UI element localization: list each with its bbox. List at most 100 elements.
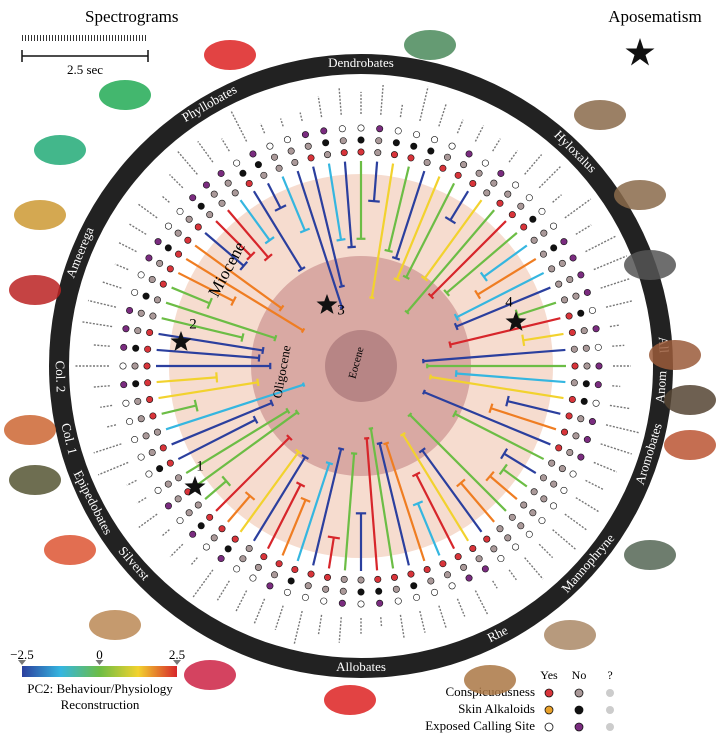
spectrogram-trace [585, 235, 617, 253]
trait-dot [410, 582, 418, 590]
trait-dot [159, 444, 167, 452]
trait-dot [202, 543, 210, 551]
branch [295, 448, 303, 455]
branch [372, 161, 379, 202]
spectrogram-trace [177, 151, 198, 175]
branch [393, 277, 401, 282]
spectrogram-trace [317, 95, 323, 118]
trait-dot [307, 570, 315, 578]
branch [445, 232, 518, 294]
trait-dot [394, 127, 402, 135]
trait-dot [465, 150, 473, 158]
trait-dot [529, 509, 537, 517]
trait-dot [568, 395, 576, 403]
trait-dot [260, 553, 268, 561]
trait-dot [454, 553, 462, 561]
branch [300, 327, 306, 334]
branch [261, 346, 265, 355]
scale-label: 2.5 sec [67, 62, 103, 77]
spectrogram-trace [97, 461, 129, 476]
trait-dot [496, 199, 504, 207]
trait-dot [375, 137, 383, 145]
branch [517, 301, 557, 317]
branch [507, 400, 561, 415]
trait-dot [565, 312, 573, 320]
branch [239, 451, 300, 533]
trait-dot [126, 306, 134, 314]
legend-column: No [572, 668, 587, 682]
branch [338, 284, 345, 289]
trait-dot [254, 161, 262, 169]
trait-dot [197, 202, 205, 210]
legend-dot [606, 723, 614, 731]
trait-dot [233, 565, 241, 573]
colorbar-label: PC2: Behaviour/Physiology [27, 681, 173, 696]
branch [454, 370, 458, 377]
trait-dot [324, 573, 332, 581]
trait-dot [530, 236, 538, 244]
branch [239, 199, 271, 241]
branch [158, 381, 258, 400]
trait-dot [568, 329, 576, 337]
clade-label: Col. 1 [58, 421, 80, 455]
branch [185, 409, 289, 475]
spectrogram-trace [92, 344, 110, 347]
trait-dot [390, 573, 398, 581]
branch [490, 407, 557, 431]
branch [281, 499, 307, 556]
spectrogram-trace [114, 263, 129, 271]
trait-dot [490, 179, 498, 187]
trait-dot [508, 513, 516, 521]
clade-label: Anom [652, 370, 669, 403]
trait-dot [217, 169, 225, 177]
branch [215, 372, 219, 383]
branch [479, 271, 488, 282]
branch [285, 407, 291, 414]
aposematism-star [170, 331, 192, 351]
trait-dot [146, 395, 154, 403]
spectrogram-trace [456, 119, 464, 134]
trait-dot [577, 271, 585, 279]
trait-dot [512, 543, 520, 551]
frog-image [14, 200, 66, 230]
trait-dot [166, 459, 174, 467]
trait-dot [357, 600, 365, 608]
trait-dot [497, 555, 505, 563]
branch [488, 403, 494, 414]
branch [498, 463, 508, 476]
trait-dot [539, 474, 547, 482]
branch [193, 399, 199, 412]
branch [336, 237, 346, 242]
spectrogram-trace [126, 479, 137, 486]
trait-dot [338, 125, 346, 133]
spectrogram-trace [508, 150, 519, 163]
branch [420, 275, 429, 282]
branch [415, 473, 456, 550]
trait-dot [307, 154, 315, 162]
branch [221, 475, 232, 487]
trait-dot [357, 136, 365, 144]
frog-image [9, 275, 61, 305]
branch [312, 166, 343, 287]
spectrogram-trace [564, 198, 592, 219]
trait-dot [588, 306, 596, 314]
branch [391, 256, 401, 261]
branch [244, 491, 256, 501]
trait-dot [407, 570, 415, 578]
spectrogram-trace [612, 385, 621, 388]
trait-dot [560, 238, 568, 246]
trait-dot [131, 436, 139, 444]
branch [456, 271, 545, 319]
branch [453, 322, 459, 331]
branch [343, 161, 353, 248]
trait-dot [572, 292, 580, 300]
trait-dot [324, 151, 332, 159]
trait-dot [460, 161, 468, 169]
trait-dot [153, 296, 161, 304]
trait-dot [339, 137, 347, 145]
trait-dot [525, 530, 533, 538]
trait-dot [583, 362, 591, 370]
trait-dot [142, 292, 150, 300]
branch [299, 227, 311, 234]
trait-dot [283, 136, 291, 144]
